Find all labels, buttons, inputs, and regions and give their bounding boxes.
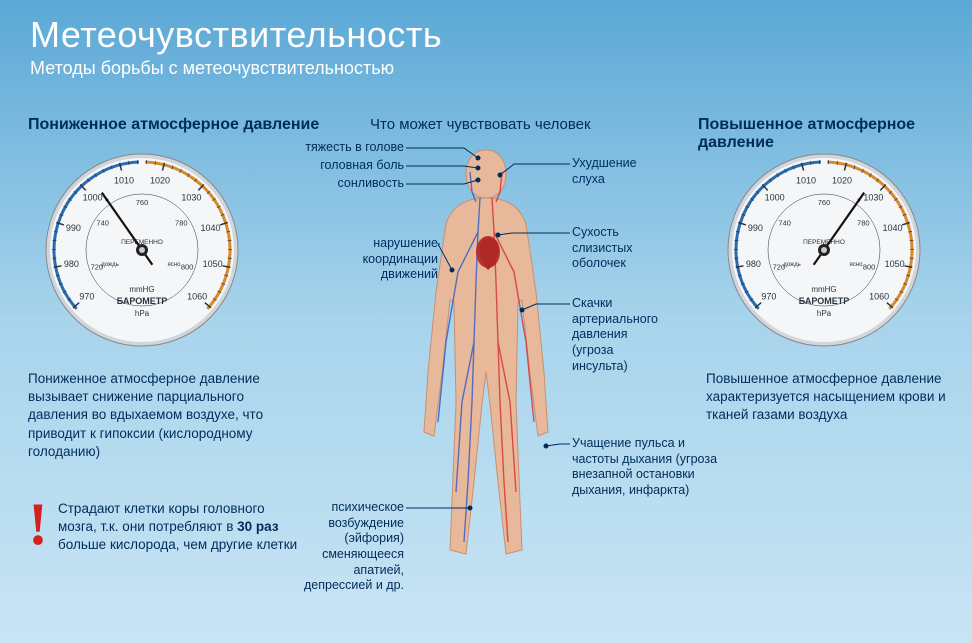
symptom-right-2: Скачкиартериальногодавления(угрозаинсуль…	[572, 296, 742, 374]
svg-text:дождь: дождь	[101, 262, 118, 268]
symptom-right-3: Учащение пульса ичастоты дыхания (угроза…	[572, 436, 742, 499]
page-subtitle: Методы борьбы с метеочувствительностью	[0, 56, 972, 79]
svg-text:дождь: дождь	[783, 262, 800, 268]
symptom-left-2: сонливость	[254, 176, 404, 192]
svg-text:980: 980	[64, 259, 79, 269]
svg-text:1020: 1020	[150, 175, 170, 185]
left-section-header: Пониженное атмосферное давление	[28, 116, 319, 134]
svg-text:1030: 1030	[863, 193, 883, 203]
center-section-header: Что может чувствовать человек	[370, 116, 591, 133]
right-section-header: Повышенное атмосферное давление	[698, 116, 972, 152]
svg-text:800: 800	[181, 262, 194, 271]
barometer-high: 9709809901000101010201030104010501060 72…	[724, 150, 924, 350]
symptom-left-3: нарушениекоординациидвижений	[288, 236, 438, 283]
svg-text:hPa: hPa	[135, 309, 150, 318]
symptom-right-0: Ухудшениеслуха	[572, 156, 742, 187]
svg-text:1000: 1000	[765, 193, 785, 203]
symptom-right-1: Сухостьслизистыхоболочек	[572, 225, 742, 272]
low-pressure-description: Пониженное атмосферное давление вызывает…	[28, 370, 288, 461]
svg-text:760: 760	[136, 198, 149, 207]
svg-text:1030: 1030	[181, 193, 201, 203]
symptom-left-1: головная боль	[254, 158, 404, 174]
svg-text:1050: 1050	[885, 259, 905, 269]
symptom-left-4: психическоевозбуждение(эйфория)сменяющее…	[254, 500, 404, 594]
svg-text:990: 990	[66, 223, 81, 233]
svg-text:БАРОМЕТР: БАРОМЕТР	[117, 296, 168, 306]
svg-text:hPa: hPa	[817, 309, 832, 318]
human-body-figure	[406, 142, 566, 562]
svg-text:780: 780	[175, 218, 188, 227]
symptom-left-0: тяжесть в голове	[254, 140, 404, 156]
svg-text:780: 780	[857, 218, 870, 227]
svg-text:ясно: ясно	[850, 262, 864, 268]
svg-text:1000: 1000	[83, 193, 103, 203]
svg-text:990: 990	[748, 223, 763, 233]
svg-text:1010: 1010	[796, 175, 816, 185]
svg-text:740: 740	[778, 218, 791, 227]
svg-text:1020: 1020	[832, 175, 852, 185]
svg-text:970: 970	[761, 291, 776, 301]
page-title: Метеочувствительность	[0, 0, 972, 56]
svg-text:1040: 1040	[883, 223, 903, 233]
barometer-low: 9709809901000101010201030104010501060 72…	[42, 150, 242, 350]
svg-text:БАРОМЕТР: БАРОМЕТР	[799, 296, 850, 306]
exclamation-icon: !	[28, 500, 48, 548]
svg-text:ясно: ясно	[168, 262, 182, 268]
svg-text:mmHG: mmHG	[129, 285, 154, 294]
svg-text:800: 800	[863, 262, 876, 271]
svg-text:1010: 1010	[114, 175, 134, 185]
svg-text:1050: 1050	[203, 259, 223, 269]
high-pressure-description: Повышенное атмосферное давление характер…	[706, 370, 956, 425]
svg-text:1060: 1060	[187, 291, 207, 301]
svg-text:1040: 1040	[201, 223, 221, 233]
svg-text:740: 740	[96, 218, 109, 227]
svg-text:760: 760	[818, 198, 831, 207]
svg-text:980: 980	[746, 259, 761, 269]
svg-text:970: 970	[79, 291, 94, 301]
svg-text:mmHG: mmHG	[811, 285, 836, 294]
svg-text:1060: 1060	[869, 291, 889, 301]
